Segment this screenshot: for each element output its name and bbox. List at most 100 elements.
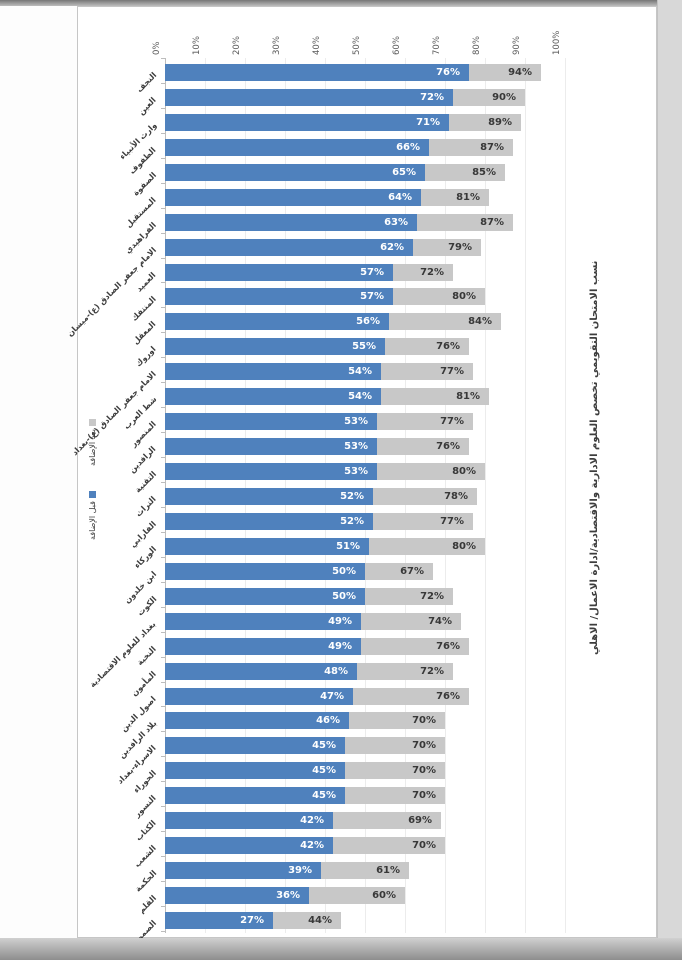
photo-right-edge [657, 0, 682, 960]
category-axis-tick [161, 107, 165, 109]
bar-row: 70% 46% [165, 708, 625, 733]
x-tick-label: 30% [272, 36, 282, 55]
category-axis-tick [161, 506, 165, 508]
legend-label-before: قبل الإضافة [88, 501, 97, 540]
category-axis-tick [161, 307, 165, 309]
before-value-label: 72% [420, 91, 444, 103]
after-value-label: 80% [452, 540, 476, 552]
before-bar [165, 887, 309, 905]
after-value-label: 70% [412, 740, 436, 752]
category-label-wrap: الكوت [0, 584, 161, 617]
bar-row: 89% 71% [165, 110, 625, 135]
category-label-wrap: اصول الدين [0, 684, 161, 733]
after-value-label: 74% [428, 615, 452, 627]
before-value-label: 49% [328, 615, 352, 627]
after-value-label: 80% [452, 466, 476, 478]
category-axis-tick [161, 831, 165, 833]
category-label-wrap: المأمون [0, 659, 161, 697]
category-axis-tick [161, 631, 165, 633]
x-tick-label: 20% [232, 36, 242, 55]
bar-row: 69% 42% [165, 808, 625, 833]
bar-row: 44% 27% [165, 908, 625, 933]
before-bar [165, 313, 389, 331]
category-label-wrap: الصمود [0, 908, 161, 945]
legend-entry-before: قبل الإضافة [88, 491, 97, 540]
category-label-wrap: الفارابي [0, 509, 161, 550]
bar-row: 79% 62% [165, 235, 625, 260]
category-label-wrap: بغداد للعلوم الاقتصادية [0, 609, 161, 689]
after-value-label: 81% [456, 391, 480, 403]
before-bar [165, 812, 333, 830]
bar-row: 80% 57% [165, 284, 625, 309]
category-label-wrap: الشعب [0, 833, 161, 869]
before-bar [165, 413, 377, 431]
bar-row: 87% 63% [165, 210, 625, 235]
before-bar [165, 712, 349, 730]
after-value-label: 61% [376, 865, 400, 877]
before-bar [165, 737, 345, 755]
category-axis-tick [161, 905, 165, 907]
after-value-label: 85% [472, 166, 496, 178]
before-value-label: 53% [344, 441, 368, 453]
after-value-label: 94% [508, 67, 532, 78]
before-bar [165, 138, 429, 156]
after-value-label: 77% [440, 416, 464, 428]
chart-title: نسب الامتحان التقويمي تخصص العلوم الادار… [589, 260, 600, 655]
before-bar [165, 512, 373, 530]
after-value-label: 78% [444, 490, 468, 502]
after-value-label: 70% [412, 840, 436, 852]
bar-row: 72% 50% [165, 584, 625, 609]
bar-row: 78% 52% [165, 484, 625, 509]
before-bar [165, 288, 393, 306]
category-axis-tick [161, 357, 165, 359]
category-axis-tick [161, 207, 165, 209]
before-bar [165, 438, 377, 456]
before-bar [165, 911, 273, 929]
before-value-label: 54% [348, 391, 372, 403]
category-label-wrap: الحكمة [0, 858, 161, 894]
before-value-label: 49% [328, 640, 352, 652]
category-label-wrap: اوروك [0, 334, 161, 369]
before-bar [165, 762, 345, 780]
before-bar [165, 612, 361, 630]
category-axis-tick [161, 332, 165, 334]
category-axis-tick [161, 556, 165, 558]
after-value-label: 70% [412, 715, 436, 727]
legend-label-after: بعد الإضافة [88, 429, 97, 466]
photo-top-edge [0, 0, 682, 6]
category-axis-tick [161, 132, 165, 134]
category-axis-tick [161, 706, 165, 708]
before-value-label: 52% [340, 515, 364, 527]
before-bar [165, 163, 425, 181]
category-label-wrap: بلاد الرافدين [0, 708, 161, 760]
category-label-wrap: المنصور [0, 409, 161, 449]
bar-row: 74% 49% [165, 609, 625, 634]
before-bar [165, 537, 369, 555]
category-axis-tick [161, 432, 165, 434]
before-value-label: 50% [332, 565, 356, 577]
after-value-label: 72% [420, 266, 444, 278]
bar-row: 70% 42% [165, 833, 625, 858]
before-value-label: 63% [384, 216, 408, 228]
after-value-label: 81% [456, 191, 480, 203]
bar-row: 70% 45% [165, 758, 625, 783]
before-bar [165, 363, 381, 381]
category-label-wrap: الامام جعفر الصادق (ع)-بغداد [0, 359, 161, 458]
category-label-wrap: النجف [0, 60, 161, 95]
bar-row: 80% 53% [165, 459, 625, 484]
before-value-label: 76% [436, 67, 460, 78]
before-value-label: 65% [392, 166, 416, 178]
bar-row: 77% 52% [165, 509, 625, 534]
category-axis-tick [161, 481, 165, 483]
category-axis-tick [161, 681, 165, 683]
x-tick-label: 0% [152, 41, 162, 56]
bar-row: 94% 76% [165, 60, 625, 85]
before-value-label: 52% [340, 490, 364, 502]
before-value-label: 42% [300, 815, 324, 827]
bar-row: 76% 47% [165, 684, 625, 709]
before-bar [165, 862, 321, 880]
category-axis-tick [161, 407, 165, 409]
category-label-wrap: القلم [0, 883, 161, 915]
after-value-label: 79% [448, 241, 472, 253]
